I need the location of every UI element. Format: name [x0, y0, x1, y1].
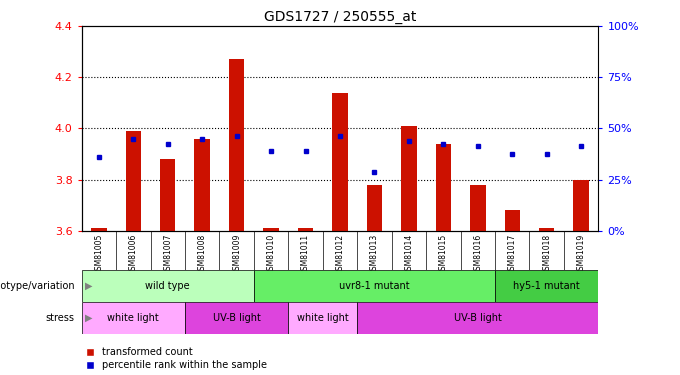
- Bar: [333, 93, 347, 231]
- Bar: [288, 302, 357, 334]
- Bar: [573, 180, 589, 231]
- Text: GSM81013: GSM81013: [370, 234, 379, 275]
- Bar: [160, 159, 175, 231]
- Text: GSM81011: GSM81011: [301, 234, 310, 275]
- Bar: [539, 228, 554, 231]
- Text: uvr8-1 mutant: uvr8-1 mutant: [339, 281, 410, 291]
- Bar: [229, 60, 244, 231]
- Bar: [254, 270, 495, 302]
- Text: white light: white light: [297, 313, 349, 323]
- Bar: [194, 139, 210, 231]
- Text: GSM81005: GSM81005: [95, 234, 103, 275]
- Text: GSM81008: GSM81008: [198, 234, 207, 275]
- Text: GSM81019: GSM81019: [577, 234, 585, 275]
- Bar: [470, 184, 486, 231]
- Text: GSM81017: GSM81017: [508, 234, 517, 275]
- Text: GSM81012: GSM81012: [335, 234, 345, 275]
- Bar: [357, 302, 598, 334]
- Text: GSM81016: GSM81016: [473, 234, 482, 275]
- Bar: [82, 270, 254, 302]
- Text: wild type: wild type: [146, 281, 190, 291]
- Text: hy5-1 mutant: hy5-1 mutant: [513, 281, 580, 291]
- Text: UV-B light: UV-B light: [213, 313, 260, 323]
- Text: ▶: ▶: [85, 281, 92, 291]
- Bar: [91, 228, 107, 231]
- Bar: [505, 210, 520, 231]
- Text: GSM81009: GSM81009: [232, 234, 241, 275]
- Bar: [126, 131, 141, 231]
- Bar: [298, 228, 313, 231]
- Text: GSM81018: GSM81018: [542, 234, 551, 275]
- Text: GSM81015: GSM81015: [439, 234, 448, 275]
- Text: GSM81007: GSM81007: [163, 234, 172, 275]
- Bar: [82, 302, 185, 334]
- Text: UV-B light: UV-B light: [454, 313, 502, 323]
- Bar: [185, 302, 288, 334]
- Bar: [263, 228, 279, 231]
- Text: genotype/variation: genotype/variation: [0, 281, 75, 291]
- Text: GSM81010: GSM81010: [267, 234, 275, 275]
- Text: white light: white light: [107, 313, 159, 323]
- Legend: transformed count, percentile rank within the sample: transformed count, percentile rank withi…: [86, 347, 267, 370]
- Bar: [436, 144, 451, 231]
- Title: GDS1727 / 250555_at: GDS1727 / 250555_at: [264, 10, 416, 24]
- Bar: [367, 184, 382, 231]
- Text: GSM81006: GSM81006: [129, 234, 138, 275]
- Text: GSM81014: GSM81014: [405, 234, 413, 275]
- Bar: [401, 126, 417, 231]
- Text: stress: stress: [46, 313, 75, 323]
- Text: ▶: ▶: [85, 313, 92, 323]
- Bar: [495, 270, 598, 302]
